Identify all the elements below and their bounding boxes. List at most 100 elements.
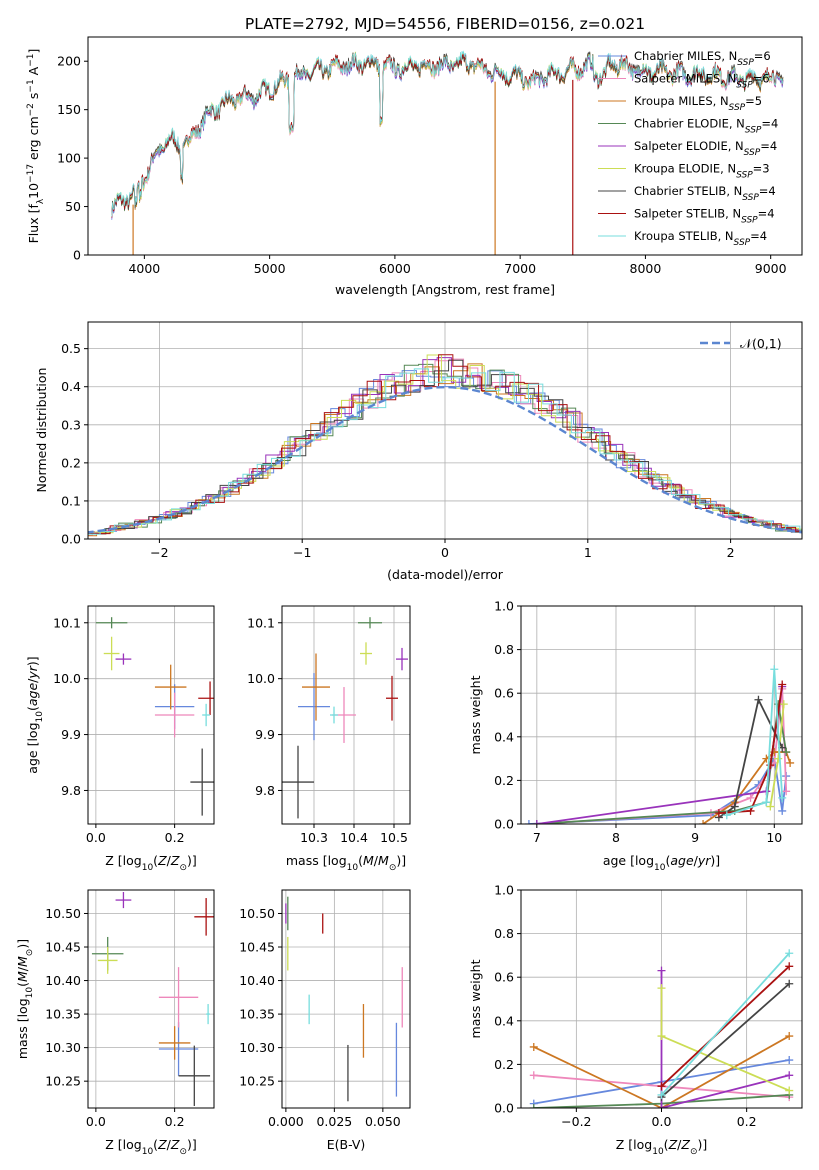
y-tick-label: 10.1 <box>53 615 81 630</box>
x-tick-label: 5000 <box>254 261 286 276</box>
plot-area <box>285 896 403 1102</box>
plot-area <box>111 50 784 255</box>
y-tick-label: 10.30 <box>239 1040 275 1055</box>
weight-marker <box>657 1082 666 1091</box>
x-tick-label: 8000 <box>630 261 662 276</box>
weight-line <box>536 688 788 824</box>
x-tick-label: 0.2 <box>737 1114 757 1129</box>
plot-area <box>95 617 214 816</box>
x-tick-label: 7 <box>533 830 541 845</box>
age-vs-metallicity-panel: 0.0 0.2 9.8 9.9 10.0 10.1 Z [log10(Z/Z⊙)] age [… <box>25 605 215 873</box>
x-tick-label: −0.2 <box>561 1114 591 1129</box>
weight-line <box>660 983 790 1098</box>
y-tick-label: 10.25 <box>239 1074 275 1089</box>
weight-marker <box>785 962 794 971</box>
x-tick-label: 9 <box>691 830 699 845</box>
y-tick-label: 0.5 <box>61 341 81 356</box>
y-tick-label: 10.40 <box>239 973 275 988</box>
weight-marker <box>778 680 787 689</box>
x-tick-label: 10.5 <box>380 830 408 845</box>
weight-vs-age-panel: 7 8 9 10 0.0 0.2 0.4 0.6 0.8 1.0 age [log10(age/yr… <box>468 599 803 873</box>
weight-line <box>660 952 790 1096</box>
mass-vs-metallicity-panel: 0.0 0.2 10.25 10.30 10.35 10.40 10.45 10.50 Z [l… <box>15 889 215 1157</box>
x-tick-label: 9000 <box>755 261 787 276</box>
y-axis-label: mass [log10(M/M⊙)] <box>15 939 35 1059</box>
axes-border <box>87 605 215 825</box>
legend-label: Salpeter MILES, NSSP=6 <box>634 72 770 91</box>
y-tick-label: 10.45 <box>239 940 275 955</box>
axes-border <box>281 889 411 1109</box>
y-tick-label: 10.0 <box>247 671 275 686</box>
x-tick-label: 0 <box>441 545 449 560</box>
x-axis-label: wavelength [Angstrom, rest frame] <box>335 282 555 297</box>
legend-label: Salpeter STELIB, NSSP=4 <box>634 207 775 226</box>
y-tick-label: 150 <box>57 102 81 117</box>
x-tick-label: 4000 <box>128 261 160 276</box>
x-tick-label: 2 <box>727 545 735 560</box>
weight-marker <box>785 1071 794 1080</box>
x-tick-label: 8 <box>612 830 620 845</box>
x-tick-label: 10.3 <box>300 830 328 845</box>
x-tick-label: 0.050 <box>365 1114 401 1129</box>
x-tick-label: 0.2 <box>165 830 185 845</box>
y-tick-label: 10.45 <box>45 940 81 955</box>
legend-label: Salpeter ELODIE, NSSP=4 <box>634 139 777 158</box>
spectrum-panel: 4000 5000 6000 7000 8000 9000 0 50 100 150 200 Chab… <box>26 36 803 297</box>
legend-label: Chabrier ELODIE, NSSP=4 <box>634 117 778 136</box>
residual-histogram-panel: −2 −1 0 1 2 0.0 0.1 0.2 0.3 0.4 0.5 𝒩(0,1) (data-mod… <box>34 321 803 582</box>
weight-line <box>702 751 791 824</box>
y-tick-label: 0.0 <box>494 1101 514 1116</box>
axes-border <box>281 605 411 825</box>
y-tick-label: 0.1 <box>61 493 81 508</box>
y-tick-label: 10.40 <box>45 973 81 988</box>
y-tick-label: 10.50 <box>45 906 81 921</box>
weight-line <box>528 756 788 824</box>
y-tick-label: 0.6 <box>494 686 514 701</box>
x-tick-label: −2 <box>150 545 168 560</box>
legend-label: Chabrier STELIB, NSSP=4 <box>634 184 776 203</box>
y-tick-label: 1.0 <box>494 883 514 898</box>
weight-marker <box>766 802 775 811</box>
plot-area <box>88 354 802 537</box>
axes-frame: −0.2 0.0 0.2 0.0 0.2 0.4 0.6 0.8 1.0 Z [log10(Z/Z… <box>468 883 803 1157</box>
weight-marker <box>529 1071 538 1080</box>
y-tick-label: 0.6 <box>494 970 514 985</box>
weight-marker <box>524 820 533 824</box>
weight-line <box>726 669 784 817</box>
x-tick-label: 0.0 <box>86 1114 106 1129</box>
y-axis-label: mass weight <box>468 675 483 754</box>
legend: Chabrier MILES, NSSP=6 Salpeter MILES, NS… <box>598 49 778 248</box>
weight-marker <box>778 806 787 815</box>
y-tick-label: 0.2 <box>494 773 514 788</box>
y-tick-label: 0.2 <box>61 455 81 470</box>
weight-marker <box>746 793 755 802</box>
weight-line <box>660 965 790 1087</box>
weight-marker <box>532 820 541 824</box>
y-tick-label: 0.3 <box>61 417 81 432</box>
axes-frame: 0.000 0.025 0.050 10.25 10.30 10.35 10.40 10.45… <box>239 889 411 1152</box>
x-tick-label: 7000 <box>504 261 536 276</box>
axes-border <box>520 605 803 825</box>
axes-frame: 0.0 0.2 9.8 9.9 10.0 10.1 Z [log10(Z/Z⊙)] age [… <box>25 605 215 873</box>
legend-label: Kroupa MILES, NSSP=5 <box>634 94 762 113</box>
residual-histogram <box>88 370 802 536</box>
y-tick-label: 0 <box>73 248 81 263</box>
x-tick-label: 10 <box>766 830 782 845</box>
x-axis-label: (data-model)/error <box>387 567 504 582</box>
y-tick-label: 10.0 <box>53 671 81 686</box>
y-tick-label: 1.0 <box>494 599 514 614</box>
axes-border <box>87 889 215 1109</box>
plot-area <box>524 665 795 824</box>
weight-marker <box>714 809 723 818</box>
residual-histogram <box>88 368 802 535</box>
weight-marker <box>766 761 775 770</box>
spectrum-line <box>111 50 784 217</box>
y-tick-label: 0.0 <box>61 532 81 547</box>
y-axis-label: mass weight <box>468 959 483 1038</box>
legend-label: 𝒩(0,1) <box>740 336 782 351</box>
y-tick-label: 10.35 <box>239 1007 275 1022</box>
x-axis-label: E(B-V) <box>327 1137 366 1152</box>
legend-label: Kroupa ELODIE, NSSP=3 <box>634 162 770 181</box>
age-vs-mass-panel: 10.3 10.4 10.5 9.8 9.9 10.0 10.1 mass [log10(M/… <box>247 605 411 873</box>
